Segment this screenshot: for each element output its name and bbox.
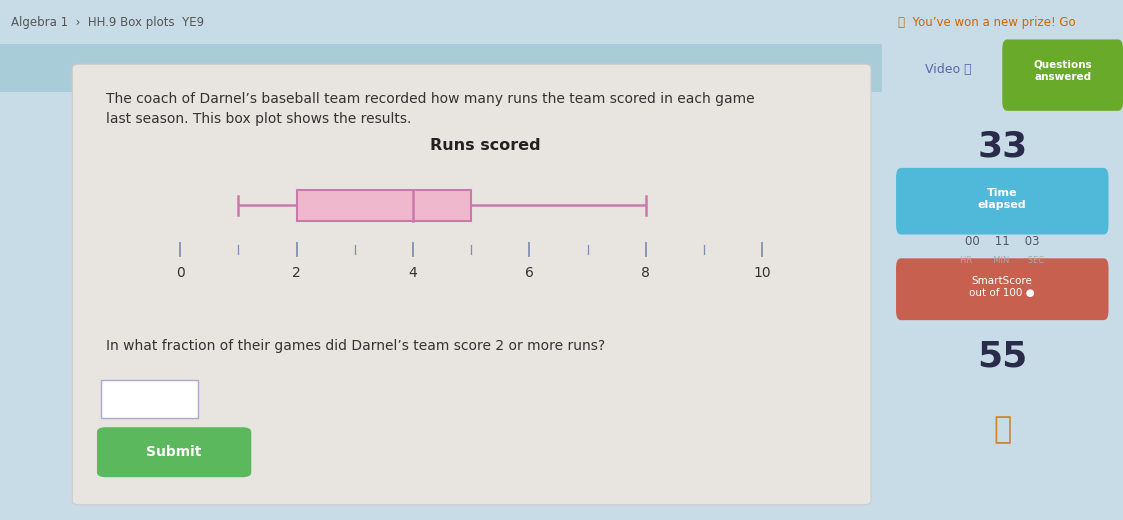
Bar bbox=[0, 44, 882, 92]
Text: HR        MIN       SEC: HR MIN SEC bbox=[960, 256, 1044, 265]
FancyBboxPatch shape bbox=[101, 380, 199, 418]
FancyBboxPatch shape bbox=[896, 168, 1108, 235]
Text: 8: 8 bbox=[641, 266, 650, 280]
Text: 33: 33 bbox=[977, 130, 1028, 164]
Text: The coach of Darnel’s baseball team recorded how many runs the team scored in ea: The coach of Darnel’s baseball team reco… bbox=[106, 92, 755, 126]
Text: 2: 2 bbox=[292, 266, 301, 280]
Text: In what fraction of their games did Darnel’s team score 2 or more runs?: In what fraction of their games did Darn… bbox=[106, 339, 605, 353]
FancyBboxPatch shape bbox=[72, 64, 871, 505]
Text: Submit: Submit bbox=[146, 446, 201, 460]
Text: SmartScore
out of 100 ●: SmartScore out of 100 ● bbox=[969, 276, 1035, 298]
Bar bbox=[296, 190, 472, 221]
Text: 00    11    03: 00 11 03 bbox=[965, 235, 1040, 248]
Text: 🏅: 🏅 bbox=[993, 415, 1012, 444]
FancyBboxPatch shape bbox=[1002, 40, 1123, 111]
Text: 55: 55 bbox=[977, 339, 1028, 373]
Text: Video Ⓟ: Video Ⓟ bbox=[925, 63, 971, 76]
Text: 6: 6 bbox=[524, 266, 533, 280]
Text: Algebra 1  ›  HH.9 Box plots  YE9: Algebra 1 › HH.9 Box plots YE9 bbox=[11, 16, 204, 29]
FancyBboxPatch shape bbox=[97, 427, 252, 477]
Text: 10: 10 bbox=[754, 266, 770, 280]
Text: 4: 4 bbox=[409, 266, 418, 280]
Text: Time
elapsed: Time elapsed bbox=[978, 188, 1026, 210]
FancyBboxPatch shape bbox=[896, 258, 1108, 320]
Text: 🏆  You’ve won a new prize! Go: 🏆 You’ve won a new prize! Go bbox=[898, 16, 1076, 29]
Text: Questions
answered: Questions answered bbox=[1033, 59, 1092, 82]
Text: 0: 0 bbox=[176, 266, 184, 280]
Text: Runs scored: Runs scored bbox=[430, 138, 541, 153]
